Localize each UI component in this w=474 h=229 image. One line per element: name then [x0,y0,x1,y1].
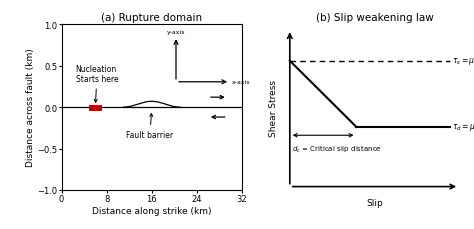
X-axis label: Distance along strike (km): Distance along strike (km) [92,206,211,215]
Text: Nucleation
Starts here: Nucleation Starts here [76,65,118,103]
Y-axis label: Distance across fault (km): Distance across fault (km) [26,49,35,167]
Text: $d_c$ = Critical slip distance: $d_c$ = Critical slip distance [292,144,382,154]
Title: (a) Rupture domain: (a) Rupture domain [101,13,202,23]
Text: Slip: Slip [366,198,383,207]
Text: Shear Stress: Shear Stress [269,79,278,136]
Title: (b) Slip weakening law: (b) Slip weakening law [316,13,433,23]
Text: $\tau_s = \mu_s\sigma_n$: $\tau_s = \mu_s\sigma_n$ [452,56,474,67]
Text: Fault barrier: Fault barrier [127,114,173,140]
Text: $\tau_d = \mu_d\sigma_n$: $\tau_d = \mu_d\sigma_n$ [452,122,474,133]
Bar [89,106,102,111]
